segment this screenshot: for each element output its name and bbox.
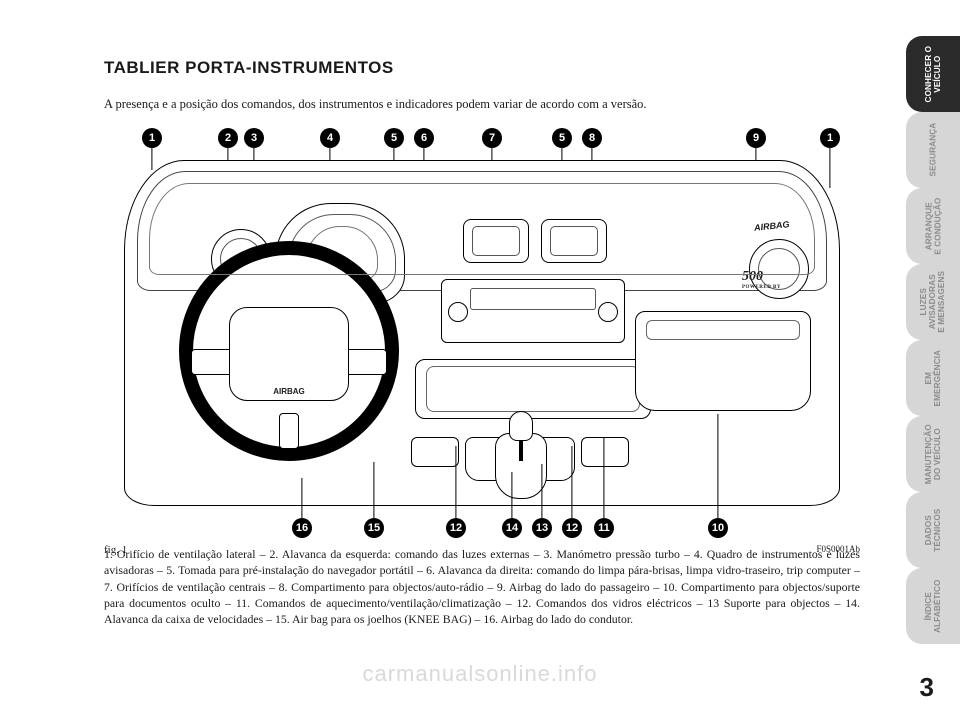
section-tab-0[interactable]: CONHECER O VEÍCULO	[906, 36, 960, 112]
window-switch-left	[411, 437, 459, 467]
callout-7: 7	[482, 128, 502, 148]
gear-lever	[495, 411, 547, 499]
window-switch-right	[581, 437, 629, 467]
callout-1: 1	[142, 128, 162, 148]
badge-sub: POWERED BY	[742, 285, 781, 290]
callout-16: 16	[292, 518, 312, 538]
section-tab-2[interactable]: ARRANQUE E CONDUÇÃO	[906, 188, 960, 264]
callouts-top-row: 12345675891	[104, 128, 860, 158]
section-tab-1[interactable]: SEGURANÇA	[906, 112, 960, 188]
passenger-airbag-label: AIRBAG	[753, 219, 789, 233]
badge-main: 500	[742, 269, 763, 284]
section-tab-5[interactable]: MANUTENÇÃO DO VEÍCULO	[906, 416, 960, 492]
callout-13: 13	[532, 518, 552, 538]
glovebox	[635, 311, 811, 411]
callouts-bottom-row: 16 15 12 14 13 12 11 10	[104, 518, 860, 548]
dashboard-illustration: AIRBAG AIRBAG 500 POWERED BY	[124, 160, 840, 506]
callout-6: 6	[414, 128, 434, 148]
page-number: 3	[920, 672, 934, 703]
wheel-spoke-right	[343, 349, 387, 375]
callout-11: 11	[594, 518, 614, 538]
radio-unit	[441, 279, 625, 343]
callout-15: 15	[364, 518, 384, 538]
intro-text: A presença e a posição dos comandos, dos…	[104, 96, 860, 114]
wheel-spoke-bottom	[279, 413, 299, 449]
section-tab-4[interactable]: EM EMERGÊNCIA	[906, 340, 960, 416]
section-tab-6[interactable]: DADOS TÉCNICOS	[906, 492, 960, 568]
center-vent-left	[463, 219, 529, 263]
callout-2: 2	[218, 128, 238, 148]
section-tabs: CONHECER O VEÍCULOSEGURANÇAARRANQUE E CO…	[906, 36, 960, 644]
watermark: carmanualsonline.info	[0, 661, 960, 687]
callout-9: 9	[746, 128, 766, 148]
callout-5: 5	[384, 128, 404, 148]
callout-1: 1	[820, 128, 840, 148]
steering-wheel: AIRBAG	[179, 241, 399, 461]
radio-knob-left	[448, 302, 468, 322]
callout-4: 4	[320, 128, 340, 148]
callout-12: 12	[562, 518, 582, 538]
callout-3: 3	[244, 128, 264, 148]
callout-12: 12	[446, 518, 466, 538]
radio-knob-right	[598, 302, 618, 322]
callout-14: 14	[502, 518, 522, 538]
center-vent-right	[541, 219, 607, 263]
gear-knob	[509, 411, 533, 441]
model-badge: 500 POWERED BY	[742, 269, 781, 290]
hvac-controls	[415, 359, 651, 419]
section-tab-3[interactable]: LUZES AVISADORAS E MENSAGENS	[906, 264, 960, 340]
callout-10: 10	[708, 518, 728, 538]
callout-5: 5	[552, 128, 572, 148]
wheel-hub-airbag: AIRBAG	[229, 307, 349, 401]
figure-legend: 1. Orifício de ventilação lateral – 2. A…	[104, 546, 860, 627]
section-tab-7[interactable]: ÍNDICE ALFABÉTICO	[906, 568, 960, 644]
side-vent-right	[749, 239, 809, 299]
dashboard-figure: 12345675891 AIRBAG	[104, 128, 860, 558]
page-heading: TABLIER PORTA-INSTRUMENTOS	[104, 58, 860, 78]
callout-8: 8	[582, 128, 602, 148]
